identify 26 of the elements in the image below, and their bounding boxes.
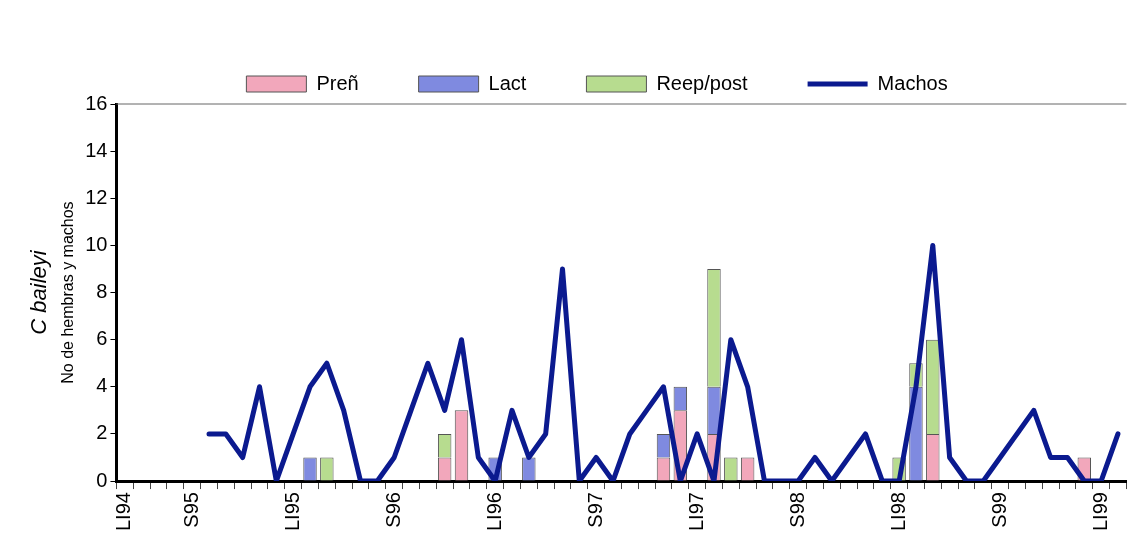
x-tick-label: LI99 [1088,492,1111,532]
x-tick-label: LI96 [482,492,505,532]
x-tick-label: S96 [381,492,404,528]
y-tick-label: 4 [96,374,108,397]
legend-label: Machos [877,71,948,94]
y-tick-label: 8 [96,280,108,303]
y-tick-label: 12 [85,185,108,208]
y-tick-label: 6 [96,327,108,350]
text: C baileyi [26,249,52,335]
y-tick-label: 10 [85,232,108,255]
x-tick-label: LI97 [684,492,707,532]
y-tick-label: 16 [85,91,108,114]
x-tick-label: S99 [987,492,1010,528]
x-tick-label: S97 [583,492,606,528]
x-tick-label: LI94 [112,492,135,532]
y-tick-label: 14 [85,138,108,161]
y-axis-title: No de hembras y machos [59,201,77,384]
x-tick-label: S98 [785,492,808,528]
y-tick-label: 2 [96,421,108,444]
legend-label: Reep/post [656,71,749,94]
x-tick-label: S95 [179,492,202,528]
legend-label: Preñ [316,71,359,94]
legend-label: Lact [488,71,527,94]
y-tick-label: 0 [96,468,108,491]
x-tick-label: LI98 [886,492,909,532]
x-tick-label: LI95 [280,492,303,532]
